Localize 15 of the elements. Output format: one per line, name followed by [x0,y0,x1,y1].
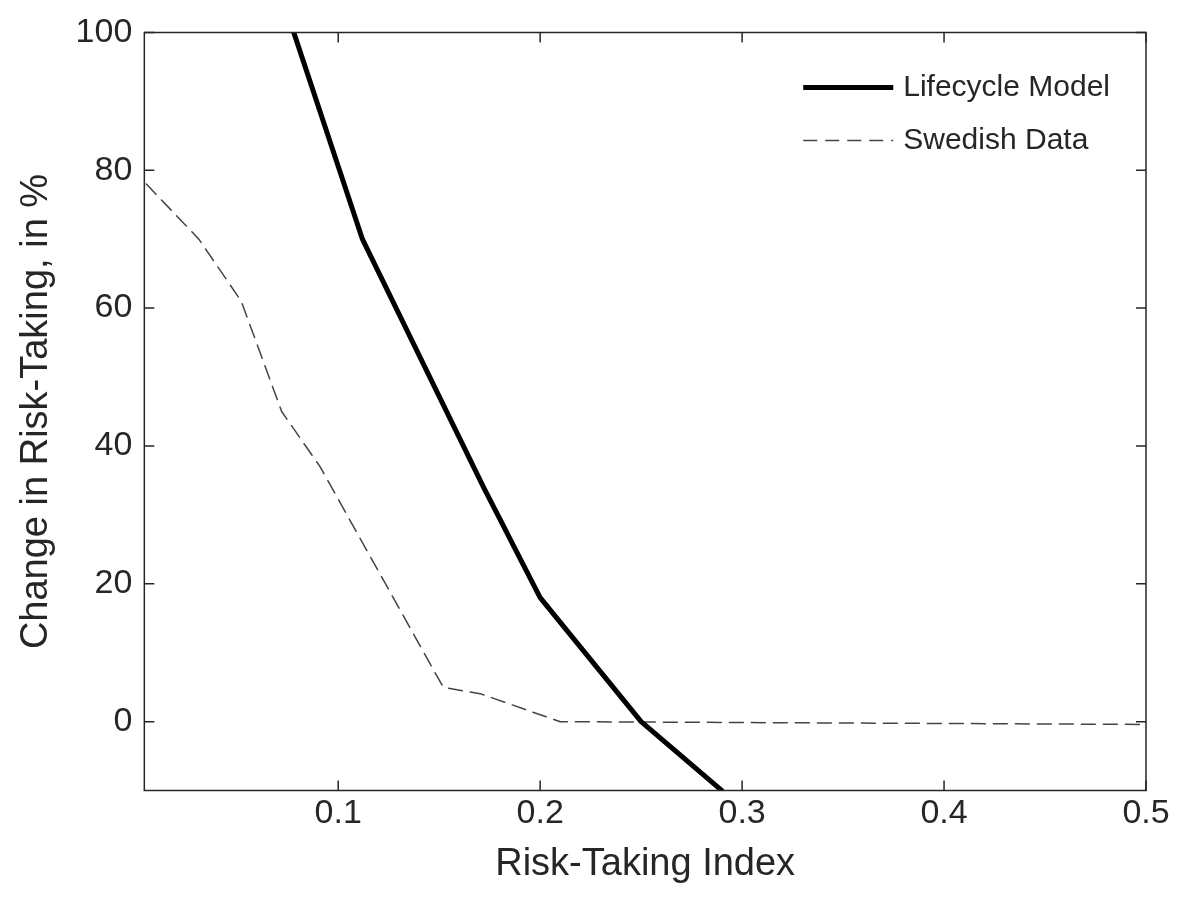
x-tick-label: 0.1 [314,792,362,831]
x-tick-label: 0.3 [718,792,766,831]
y-axis-title: Change in Risk-Taking, in % [13,173,56,650]
legend-label: Swedish Data [903,121,1089,155]
legend-label: Lifecycle Model [903,68,1110,102]
y-tick-label: 60 [94,286,133,325]
x-axis-title: Risk-Taking Index [495,840,796,883]
y-tick-label: 0 [113,700,133,739]
y-tick-label: 40 [94,424,133,463]
x-tick-label: 0.2 [516,792,564,831]
y-tick-label: 20 [94,562,133,601]
x-tick-label: 0.4 [920,792,968,831]
x-tick-label: 0.5 [1122,792,1170,831]
y-tick-label: 100 [75,10,133,49]
y-tick-label: 80 [94,148,133,187]
